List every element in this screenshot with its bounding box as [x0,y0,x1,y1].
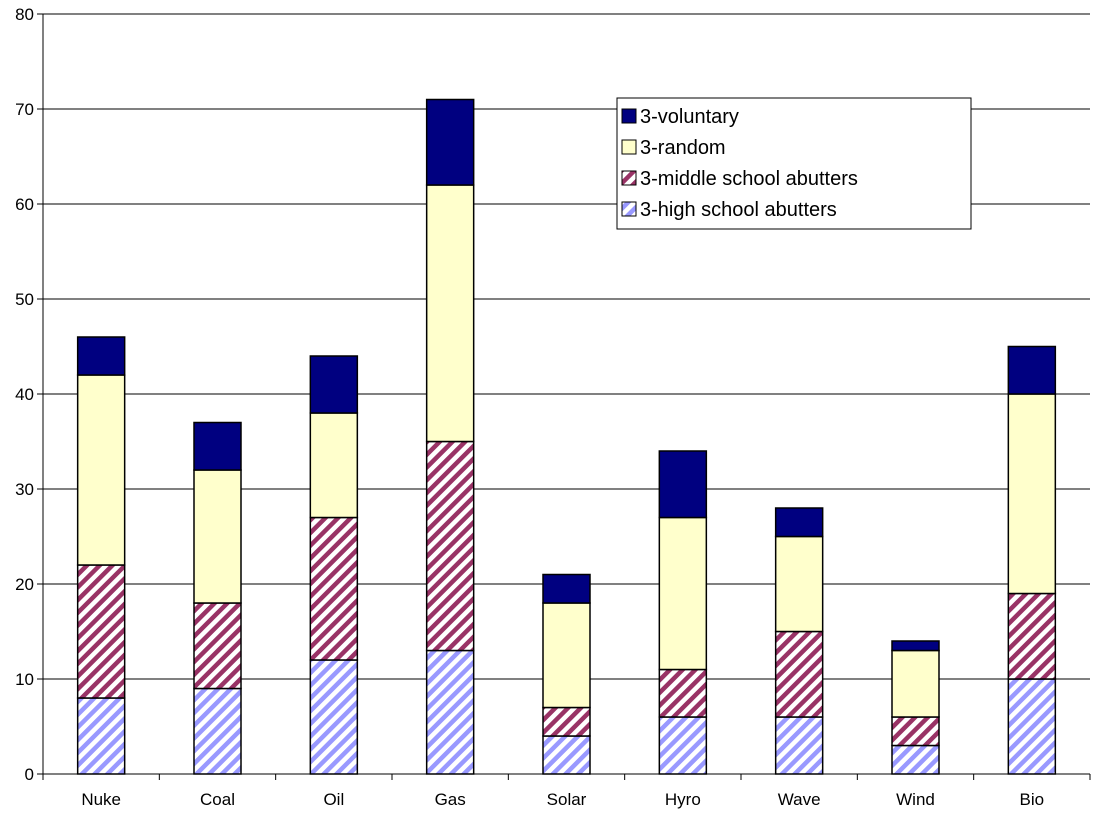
y-tick-label: 80 [15,5,34,24]
y-tick-label: 20 [15,575,34,594]
bar-segment [542,573,591,604]
bar-segment [425,98,475,186]
bar-segment [1007,678,1057,775]
x-tick-label: Wind [896,790,935,809]
bar-segment [309,659,359,775]
bar-segment [425,184,475,443]
bar-segment [658,716,708,775]
bar-segment [193,687,242,775]
x-tick-label: Wave [778,790,821,809]
legend-label: 3-random [640,137,726,159]
bar-segment [774,535,824,633]
x-tick-label: Hyro [665,790,701,809]
x-tick-label: Nuke [81,790,121,809]
x-tick-label: Bio [1020,790,1045,809]
bar-segment [193,602,242,690]
x-tick-label: Oil [323,790,344,809]
bar-segment [658,450,708,519]
bar-segment [193,421,242,471]
bars [76,98,1057,775]
bar-segment [774,507,824,538]
bar-segment [542,602,591,709]
bar-segment [309,355,359,414]
y-tick-label: 40 [15,385,34,404]
bar-segment [658,516,708,671]
legend-swatch [621,170,637,186]
bar-segment [76,336,126,376]
bar-segment [76,564,126,699]
legend: 3-voluntary 3-random 3-middle school abutt… [616,97,972,230]
y-tick-label: 60 [15,195,34,214]
y-tick-label: 70 [15,100,34,119]
legend-label: 3-high school abutters [640,199,837,221]
bar-segment [309,516,359,661]
bar-segment [1007,345,1057,395]
legend-swatch [621,139,637,155]
bar-segment [658,668,708,718]
bar-segment [774,630,824,718]
bar-segment [542,706,591,737]
y-tick-label: 0 [25,765,34,784]
bar-segment [309,412,359,519]
x-tick-label: Gas [435,790,466,809]
y-tick-label: 10 [15,670,34,689]
bar-segment [542,735,591,775]
legend-label: 3-voluntary [640,106,739,128]
x-tick-label: Coal [200,790,235,809]
bar-segment [1007,592,1057,680]
legend-swatch [621,108,637,124]
bar-segment [891,649,940,718]
y-tick-label: 50 [15,290,34,309]
bar-segment [425,649,475,775]
bar-segment [891,716,940,747]
bar-segment [891,640,940,652]
bar-segment [76,374,126,566]
bar-segment [891,744,940,775]
bar-segment [1007,393,1057,595]
bar-segment [774,716,824,775]
bar-segment [76,697,126,775]
legend-box [616,97,972,230]
legend-label: 3-middle school abutters [640,168,858,190]
bar-segment [193,469,242,604]
x-tick-label: Solar [547,790,587,809]
y-tick-label: 30 [15,480,34,499]
bar-segment [425,440,475,652]
legend-swatch [621,201,637,217]
